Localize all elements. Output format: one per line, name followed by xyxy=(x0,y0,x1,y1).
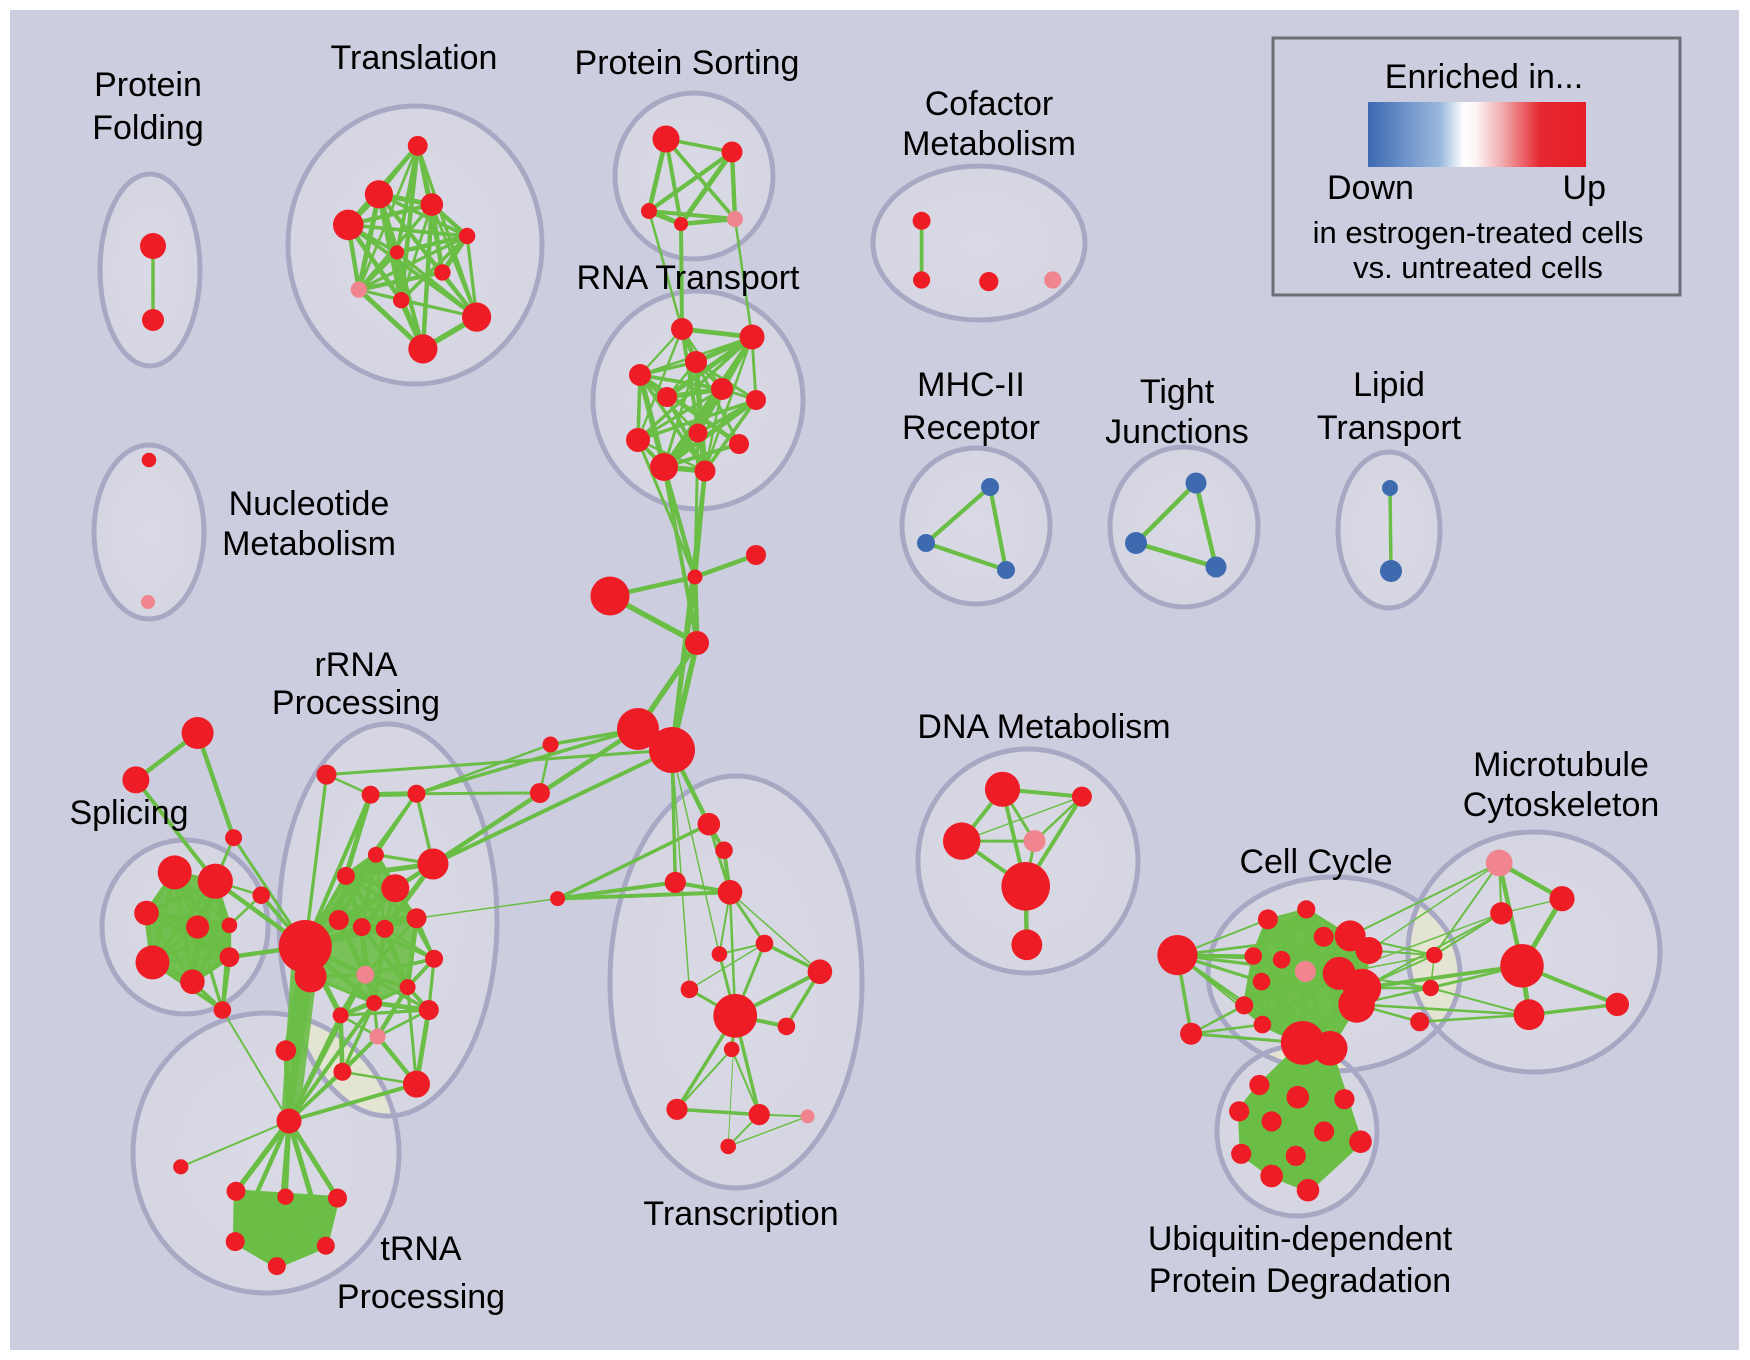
svg-text:RNA Transport: RNA Transport xyxy=(577,259,801,297)
svg-text:Transcription: Transcription xyxy=(643,1195,838,1233)
svg-text:Cytoskeleton: Cytoskeleton xyxy=(1463,786,1660,824)
svg-text:Lipid: Lipid xyxy=(1353,366,1425,404)
svg-text:Down: Down xyxy=(1327,169,1414,207)
svg-text:Splicing: Splicing xyxy=(69,794,188,832)
svg-text:in estrogen-treated cells: in estrogen-treated cells xyxy=(1313,215,1644,250)
svg-text:rRNA: rRNA xyxy=(314,646,397,684)
svg-text:Translation: Translation xyxy=(331,39,498,77)
svg-text:Processing: Processing xyxy=(337,1278,505,1316)
svg-text:tRNA: tRNA xyxy=(380,1230,462,1268)
svg-text:Microtubule: Microtubule xyxy=(1473,746,1649,784)
svg-text:Metabolism: Metabolism xyxy=(902,125,1076,163)
svg-text:Junctions: Junctions xyxy=(1105,413,1249,451)
svg-text:vs. untreated cells: vs. untreated cells xyxy=(1353,250,1603,285)
svg-text:Ubiquitin-dependent: Ubiquitin-dependent xyxy=(1148,1220,1453,1258)
svg-text:Protein Degradation: Protein Degradation xyxy=(1149,1262,1451,1300)
svg-text:MHC-II: MHC-II xyxy=(917,366,1025,404)
svg-text:Tight: Tight xyxy=(1140,373,1215,411)
svg-text:Metabolism: Metabolism xyxy=(222,525,396,563)
svg-text:Transport: Transport xyxy=(1317,409,1462,447)
svg-text:Folding: Folding xyxy=(92,109,204,147)
svg-text:Cell Cycle: Cell Cycle xyxy=(1239,843,1392,881)
svg-text:DNA Metabolism: DNA Metabolism xyxy=(917,708,1170,746)
svg-text:Cofactor: Cofactor xyxy=(925,85,1054,123)
svg-text:Nucleotide: Nucleotide xyxy=(229,485,390,523)
svg-text:Up: Up xyxy=(1563,169,1606,207)
svg-text:Enriched in...: Enriched in... xyxy=(1385,58,1583,96)
svg-text:Protein: Protein xyxy=(94,66,202,104)
svg-text:Processing: Processing xyxy=(272,684,440,722)
svg-text:Receptor: Receptor xyxy=(902,409,1040,447)
svg-text:Protein Sorting: Protein Sorting xyxy=(575,44,800,82)
